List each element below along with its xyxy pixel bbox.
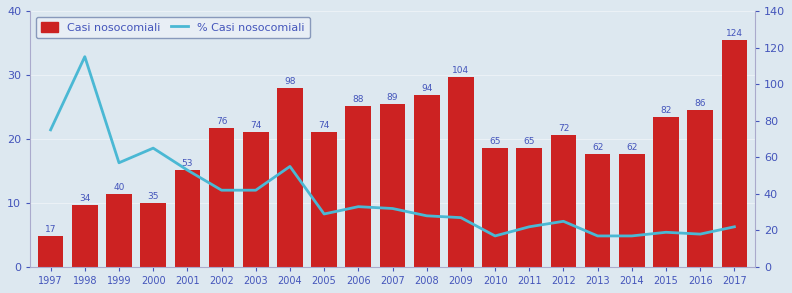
Bar: [619, 154, 645, 267]
Bar: [243, 132, 268, 267]
Text: 62: 62: [626, 143, 638, 152]
Bar: [584, 154, 611, 267]
Bar: [174, 170, 200, 267]
Text: 86: 86: [695, 99, 706, 108]
Bar: [140, 203, 166, 267]
Bar: [687, 110, 713, 267]
Bar: [277, 88, 303, 267]
Text: 89: 89: [386, 93, 398, 102]
Text: 124: 124: [726, 29, 743, 38]
Bar: [379, 104, 406, 267]
Bar: [722, 40, 747, 267]
Text: 65: 65: [489, 137, 501, 146]
Text: 65: 65: [524, 137, 535, 146]
Bar: [106, 194, 131, 267]
Text: 17: 17: [45, 225, 56, 234]
Text: 35: 35: [147, 192, 159, 201]
Bar: [516, 148, 542, 267]
Text: 98: 98: [284, 77, 295, 86]
Bar: [414, 95, 440, 267]
Text: 104: 104: [452, 66, 470, 75]
Text: 72: 72: [558, 125, 569, 133]
Bar: [550, 135, 577, 267]
Text: 53: 53: [181, 159, 193, 168]
Text: 94: 94: [421, 84, 432, 93]
Legend: Casi nosocomiali, % Casi nosocomiali: Casi nosocomiali, % Casi nosocomiali: [36, 16, 310, 38]
Text: 76: 76: [215, 117, 227, 126]
Text: 34: 34: [79, 194, 90, 203]
Text: 74: 74: [318, 121, 329, 130]
Bar: [345, 106, 371, 267]
Bar: [38, 236, 63, 267]
Bar: [482, 148, 508, 267]
Text: 88: 88: [352, 95, 364, 104]
Bar: [209, 128, 234, 267]
Text: 40: 40: [113, 183, 124, 192]
Text: 82: 82: [661, 106, 672, 115]
Text: 62: 62: [592, 143, 604, 152]
Bar: [653, 117, 679, 267]
Bar: [72, 205, 97, 267]
Text: 74: 74: [250, 121, 261, 130]
Bar: [448, 77, 474, 267]
Bar: [311, 132, 337, 267]
